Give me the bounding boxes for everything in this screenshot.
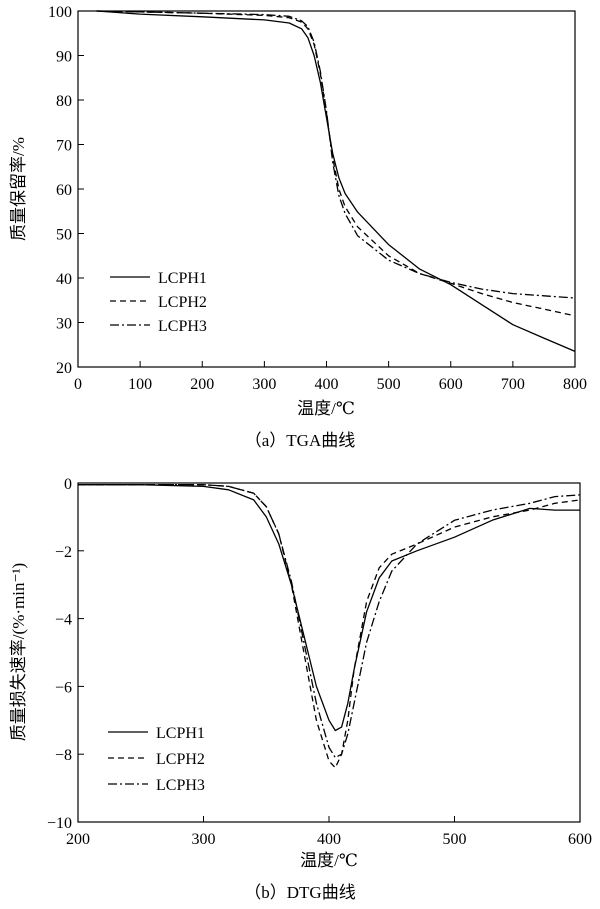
dtg-legend: LCPH1 LCPH2 LCPH3 — [108, 725, 205, 794]
tga-y-tick-label: 80 — [56, 93, 72, 110]
dtg-series-lcph1 — [78, 484, 580, 732]
tga-y-tick-label: 30 — [56, 316, 72, 333]
dtg-x-tick-label: 200 — [66, 831, 90, 848]
tga-caption: （a）TGA曲线 — [245, 431, 355, 450]
dtg-y-axis-label: 质量损失速率/(%·min⁻¹) — [9, 563, 28, 741]
dtg-y-tick-label: −2 — [55, 544, 72, 561]
dtg-series — [78, 484, 581, 769]
tga-y-tick-label: 20 — [56, 360, 72, 377]
dtg-x-tick-label: 300 — [192, 831, 216, 848]
tga-legend: LCPH1 LCPH2 LCPH3 — [110, 270, 207, 335]
dtg-panel: 200 300 400 500 600 −10−8−6−4−20 LCPH1LCPH2L… — [9, 476, 592, 902]
dtg-x-tick-label: 500 — [443, 831, 467, 848]
dtg-plot-frame — [77, 482, 581, 823]
tga-x-axis-label: 温度/℃ — [297, 399, 355, 418]
tga-series-lcph2 — [96, 10, 576, 317]
dtg-x-axis-label: 温度/℃ — [300, 851, 358, 870]
dtg-y-tick-label: −6 — [55, 679, 72, 696]
tga-x-tick-label: 700 — [501, 376, 525, 393]
dtg-y-tick-label: −8 — [55, 747, 72, 764]
tga-panel: 0 100 200 300 400 500 600 700 800 20 30 40 50 60 70 80… — [9, 4, 587, 450]
tga-x-tick-label: 0 — [74, 376, 82, 393]
dtg-series-lcph2 — [78, 484, 581, 769]
tga-series-lcph3 — [96, 10, 576, 299]
dtg-x-tick-label: 400 — [317, 831, 341, 848]
tga-y-tick-label: 90 — [56, 49, 72, 66]
tga-series — [96, 10, 576, 352]
tga-legend-label-lcph2: LCPH2 — [158, 294, 207, 311]
dtg-x-tick-label: 600 — [568, 831, 592, 848]
tga-x-tick-label: 800 — [563, 376, 587, 393]
tga-y-tick-label: 60 — [56, 182, 72, 199]
tga-plot-frame — [77, 10, 576, 368]
tga-x-tick-label: 500 — [377, 376, 401, 393]
tga-y-tick-label: 50 — [56, 227, 72, 244]
tga-y-axis-label: 质量保留率/% — [9, 137, 28, 241]
tga-y-tick-label: 100 — [48, 4, 72, 21]
tga-legend-label-lcph3: LCPH3 — [158, 318, 207, 335]
dtg-y-tick-label: 0 — [64, 476, 72, 493]
dtg-y-ticks: −10 −8 −6 −4 −2 0 — [47, 476, 84, 832]
dtg-y-tick-label: −4 — [55, 612, 72, 629]
tga-x-tick-label: 300 — [252, 376, 276, 393]
tga-legend-label-lcph1: LCPH1 — [158, 270, 207, 287]
tga-y-ticks: 20 30 40 50 60 70 80 90 100 — [48, 4, 84, 377]
tga-x-tick-label: 200 — [190, 376, 214, 393]
tga-x-tick-label: 100 — [128, 376, 152, 393]
dtg-legend-label-lcph3: LCPH3 — [156, 777, 205, 794]
dtg-x-ticks: 200 300 400 500 600 — [66, 816, 592, 848]
tga-x-ticks: 0 100 200 300 400 500 600 700 800 — [74, 361, 587, 393]
tga-x-tick-label: 600 — [439, 376, 463, 393]
dtg-y-tick-label: −10 — [47, 815, 72, 832]
tga-y-tick-label: 40 — [56, 271, 72, 288]
dtg-series-lcph3 — [78, 484, 581, 759]
tga-x-tick-label: 400 — [315, 376, 339, 393]
dtg-legend-label-lcph2: LCPH2 — [156, 751, 205, 768]
dtg-caption: （b）DTG曲线 — [244, 883, 355, 902]
tga-y-tick-label: 70 — [56, 138, 72, 155]
dtg-legend-label-lcph1: LCPH1 — [156, 725, 205, 742]
